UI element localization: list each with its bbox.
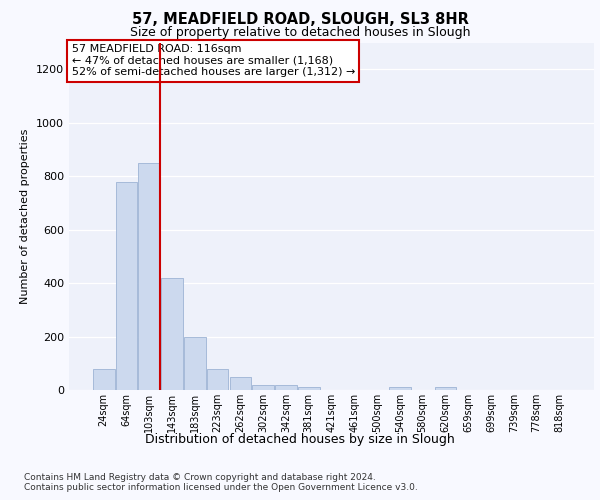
Bar <box>275 384 297 390</box>
Text: Distribution of detached houses by size in Slough: Distribution of detached houses by size … <box>145 432 455 446</box>
Text: Contains HM Land Registry data © Crown copyright and database right 2024.
Contai: Contains HM Land Registry data © Crown c… <box>24 472 418 492</box>
Text: 57, MEADFIELD ROAD, SLOUGH, SL3 8HR: 57, MEADFIELD ROAD, SLOUGH, SL3 8HR <box>131 12 469 28</box>
Bar <box>298 388 320 390</box>
Bar <box>389 388 410 390</box>
Bar <box>230 376 251 390</box>
Bar <box>161 278 183 390</box>
Bar <box>184 336 206 390</box>
Bar <box>253 384 274 390</box>
Bar <box>116 182 137 390</box>
Y-axis label: Number of detached properties: Number of detached properties <box>20 128 31 304</box>
Bar <box>139 163 160 390</box>
Bar <box>93 368 115 390</box>
Bar <box>207 368 229 390</box>
Bar <box>434 388 456 390</box>
Text: Size of property relative to detached houses in Slough: Size of property relative to detached ho… <box>130 26 470 39</box>
Text: 57 MEADFIELD ROAD: 116sqm
← 47% of detached houses are smaller (1,168)
52% of se: 57 MEADFIELD ROAD: 116sqm ← 47% of detac… <box>71 44 355 78</box>
